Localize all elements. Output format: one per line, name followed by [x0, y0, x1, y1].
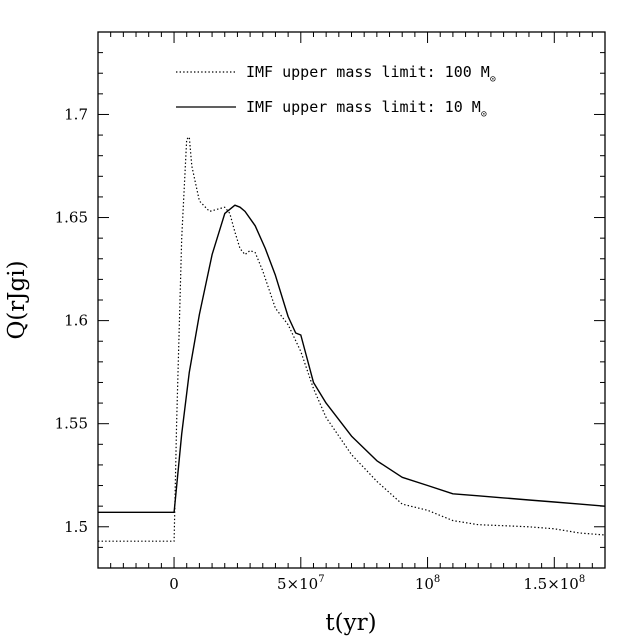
legend: IMF upper mass limit: 100 M⊙ IMF upper m… [176, 63, 496, 120]
y-tick-label: 1.65 [55, 209, 88, 227]
axis-ticks [98, 31, 605, 569]
tick-labels: 0 5×107 108 1.5×108 1.5 1.55 1.6 1.65 1.7 [55, 105, 586, 593]
legend-label-100: IMF upper mass limit: 100 M⊙ [246, 63, 496, 85]
x-tick-label: 5×107 [277, 574, 325, 593]
y-tick-label: 1.5 [64, 518, 88, 536]
legend-label-10: IMF upper mass limit: 10 M⊙ [246, 98, 487, 120]
y-axis-title: Q(rJgi) [4, 260, 30, 339]
plot-frame [97, 31, 606, 569]
x-tick-label: 0 [169, 575, 179, 593]
x-tick-label: 108 [415, 574, 440, 593]
series-line-100 [98, 136, 606, 542]
y-tick-label: 1.55 [55, 415, 88, 433]
y-tick-label: 1.7 [64, 105, 88, 123]
x-axis-title: t(yr) [325, 610, 376, 636]
x-tick-label: 1.5×108 [523, 574, 585, 593]
series-lines [98, 136, 606, 542]
series-line-10 [98, 204, 606, 513]
y-tick-label: 1.6 [64, 312, 88, 330]
